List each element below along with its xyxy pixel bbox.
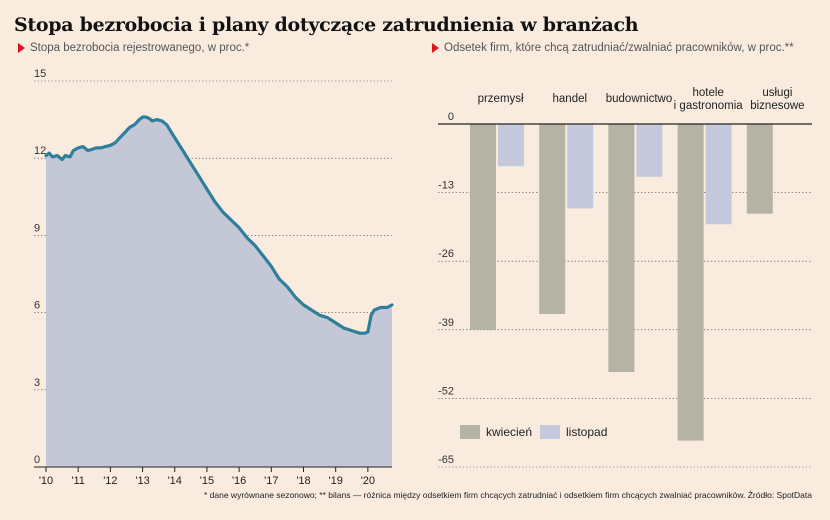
y-tick-label: 12 <box>34 145 46 157</box>
legend-swatch <box>460 425 480 439</box>
x-tick-label: '10 <box>39 475 53 487</box>
legend-label: kwiecień <box>486 425 532 439</box>
bar-listopad <box>498 124 524 167</box>
red-arrow-icon <box>432 43 439 53</box>
unemployment-area-chart: 0 3 6 9 12 15 '10 '11 '12 '13 '14 '15 '16 '17 '18 '19 '2… <box>34 68 394 487</box>
hiring-plans-bar-chart: 0 -13 -26 -39 -52 -65 przemysł handel budownictw… <box>438 87 812 468</box>
x-tick-label: '16 <box>232 475 246 487</box>
category-label: przemysł <box>478 93 524 105</box>
x-tick-label: '11 <box>71 475 85 487</box>
x-tick-label: '13 <box>135 475 149 487</box>
x-tick-label: '17 <box>264 475 278 487</box>
category-label: hotele <box>693 87 724 99</box>
left-chart-subtitle: Stopa bezrobocia rejestrowanego, w proc.… <box>18 42 249 54</box>
y-tick-label: 3 <box>34 377 40 389</box>
y-tick-label: 9 <box>34 222 40 234</box>
right-chart-subtitle: Odsetek firm, które chcą zatrudniać/zwal… <box>432 42 794 54</box>
bar-listopad <box>567 124 594 209</box>
left-subtitle-text: Stopa bezrobocia rejestrowanego, w proc.… <box>30 42 250 54</box>
legend-label: listopad <box>566 425 607 439</box>
x-tick-label: '18 <box>296 475 310 487</box>
x-tick-label: '20 <box>361 475 375 487</box>
category-label: handel <box>553 93 588 105</box>
x-tick-label: '19 <box>329 475 343 487</box>
y-tick-label: 15 <box>34 68 46 80</box>
bar-listopad <box>705 124 732 225</box>
y-tick-label: -13 <box>438 180 454 192</box>
bar-listopad <box>636 124 663 177</box>
category-label: budownictwo <box>606 93 672 105</box>
legend-swatch <box>540 425 560 439</box>
unemployment-area <box>46 117 392 467</box>
x-tick-label: '14 <box>168 475 182 487</box>
y-tick-label: -52 <box>438 385 454 397</box>
y-tick-label: 0 <box>448 111 454 123</box>
y-tick-label: 0 <box>34 454 40 466</box>
footnote: * dane wyrównane sezonowo; ** bilans — r… <box>203 490 812 500</box>
y-tick-label: 6 <box>34 300 40 312</box>
x-tick-label: '15 <box>200 475 214 487</box>
chart-title: Stopa bezrobocia i plany dotyczące zatru… <box>14 14 639 36</box>
right-subtitle-text: Odsetek firm, które chcą zatrudniać/zwal… <box>444 42 794 54</box>
category-label: biznesowe <box>750 100 804 112</box>
category-label: i gastronomia <box>674 100 744 112</box>
bar-kwiecien <box>608 124 635 373</box>
red-arrow-icon <box>18 43 25 53</box>
bar-kwiecien <box>677 124 704 441</box>
category-label: usługi <box>762 87 792 99</box>
bar-kwiecien <box>539 124 566 314</box>
unemployment-line <box>44 115 394 335</box>
y-tick-label: -39 <box>438 317 454 329</box>
bar-kwiecien <box>746 124 773 214</box>
x-tick-label: '12 <box>103 475 117 487</box>
y-tick-label: -26 <box>438 248 454 260</box>
y-tick-label: -65 <box>438 454 454 466</box>
bar-kwiecien <box>470 124 496 330</box>
